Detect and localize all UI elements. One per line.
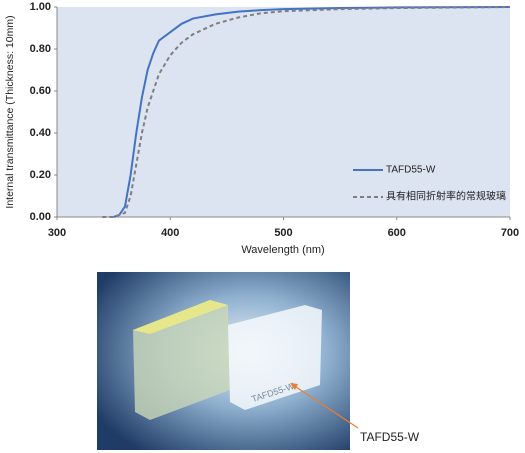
y-tick-label: 0.40 [30, 127, 51, 139]
glass-block [228, 305, 322, 410]
line [102, 6, 511, 218]
glass-top [133, 300, 228, 334]
legend-label: TAFD55-W [386, 165, 436, 176]
y-tick-label: 0.20 [30, 169, 51, 181]
y-tick-label: 0.60 [30, 85, 51, 97]
x-tick-label: 300 [48, 227, 66, 239]
line [113, 6, 511, 218]
arrow [292, 384, 359, 429]
x-axis-label: Wavelength (nm) [241, 244, 324, 256]
x-tick-label: 400 [161, 227, 179, 239]
annotation: TAFD55-W [360, 430, 420, 444]
x-tick-label: 600 [388, 227, 406, 239]
y-tick-label: 1.00 [30, 1, 51, 13]
photo: TAFD55-W [97, 272, 359, 450]
arrow-head [290, 383, 298, 390]
y-tick-label: 0.80 [30, 43, 51, 55]
plot-area [57, 7, 510, 217]
x-tick-label: 700 [501, 227, 519, 239]
y-tick-label: 0.00 [30, 211, 51, 223]
x-tick-label: 500 [274, 227, 292, 239]
y-axis-label: Internal transmittance (Thickness: 10mm) [4, 15, 16, 208]
legend-label: 具有相同折射率的常规玻璃 [386, 190, 506, 203]
